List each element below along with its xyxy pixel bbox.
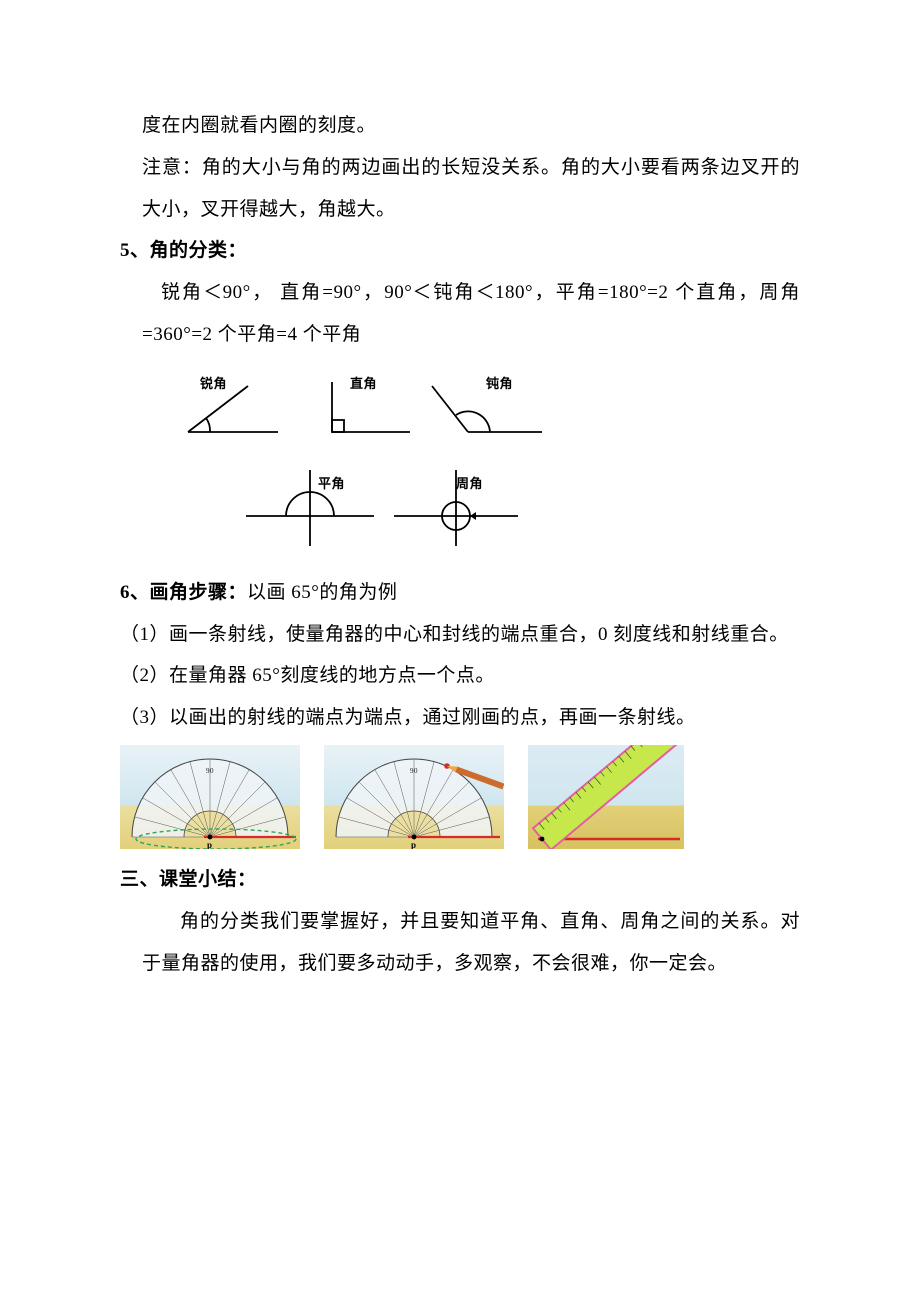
ruler-step-3 xyxy=(528,745,684,849)
continuation-block: 度在内圈就看内圈的刻度。 注意：角的大小与角的两边画出的长短没关系。角的大小要看… xyxy=(120,105,800,230)
svg-text:90: 90 xyxy=(206,767,214,775)
page: 度在内圈就看内圈的刻度。 注意：角的大小与角的两边画出的长短没关系。角的大小要看… xyxy=(0,0,920,1084)
protractor-1-svg: 90 p xyxy=(120,745,300,849)
note-paragraph: 注意：角的大小与角的两边画出的长短没关系。角的大小要看两条边叉开的大小，叉开得越… xyxy=(142,147,800,231)
step-1: （1）画一条射线，使量角器的中心和封线的端点重合，0 刻度线和射线重合。 xyxy=(120,614,800,656)
acute-angle-icon xyxy=(170,382,290,442)
section-5-body: 锐角＜90°， 直角=90°，90°＜钝角＜180°，平角=180°=2 个直角… xyxy=(120,272,800,356)
full-angle-icon xyxy=(386,470,526,550)
right-angle-icon xyxy=(310,382,420,442)
ruler-svg xyxy=(528,745,684,849)
section-5: 5、角的分类： 锐角＜90°， 直角=90°，90°＜钝角＜180°，平角=18… xyxy=(120,230,800,563)
step-3: （3）以画出的射线的端点为端点，通过刚画的点，再画一条射线。 xyxy=(120,697,800,739)
inner-scale-line: 度在内圈就看内圈的刻度。 xyxy=(142,105,800,147)
summary-title: 三、课堂小结： xyxy=(120,859,800,901)
svg-text:p: p xyxy=(207,840,213,849)
angle-type-diagram: 锐角 直角 钝角 平角 xyxy=(170,364,550,564)
obtuse-angle-icon xyxy=(428,382,548,442)
protractor-step-1: 90 p xyxy=(120,745,300,849)
svg-text:90: 90 xyxy=(410,767,418,775)
protractor-illustrations: 90 p xyxy=(120,745,800,849)
summary-body: 角的分类我们要掌握好，并且要知道平角、直角、周角之间的关系。对于量角器的使用，我… xyxy=(120,901,800,985)
protractor-step-2: 90 p xyxy=(324,745,504,849)
step-2: （2）在量角器 65°刻度线的地方点一个点。 xyxy=(120,655,800,697)
section-6: 6、画角步骤：以画 65°的角为例 （1）画一条射线，使量角器的中心和封线的端点… xyxy=(120,572,800,849)
protractor-2-svg: 90 p xyxy=(324,745,504,849)
section-6-heading-line: 6、画角步骤：以画 65°的角为例 xyxy=(120,572,800,614)
section-5-title: 5、角的分类： xyxy=(120,230,800,272)
section-summary: 三、课堂小结： 角的分类我们要掌握好，并且要知道平角、直角、周角之间的关系。对于… xyxy=(120,859,800,984)
svg-text:p: p xyxy=(411,840,417,849)
straight-angle-icon xyxy=(240,470,380,550)
section-6-title: 6、画角步骤： xyxy=(120,582,247,603)
section-6-title-tail: 以画 65°的角为例 xyxy=(247,582,397,603)
